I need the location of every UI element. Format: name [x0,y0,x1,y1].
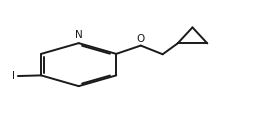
Text: O: O [137,34,145,44]
Text: I: I [12,71,15,81]
Text: N: N [75,30,83,40]
